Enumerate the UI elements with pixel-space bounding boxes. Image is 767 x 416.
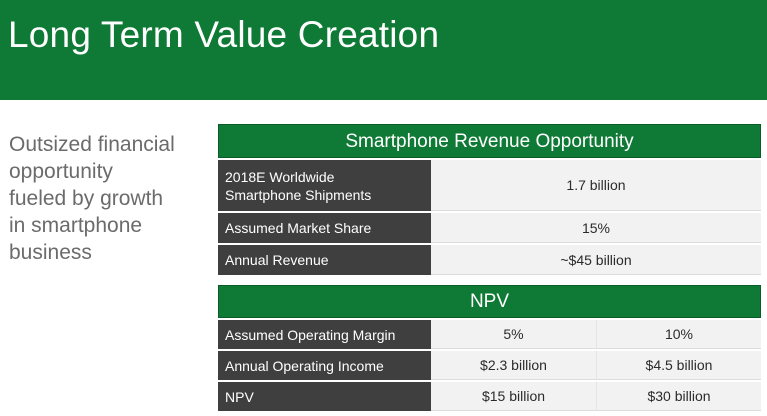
slide-title: Long Term Value Creation <box>8 14 440 55</box>
table-row: Annual Revenue ~$45 billion <box>218 243 761 275</box>
revenue-opportunity-table: Smartphone Revenue Opportunity 2018E Wor… <box>218 124 761 275</box>
table-heading: Smartphone Revenue Opportunity <box>218 124 761 158</box>
row-label: Assumed Operating Margin <box>218 320 431 349</box>
row-label-line: Annual Revenue <box>225 252 329 268</box>
row-value: 1.7 billion <box>431 160 761 211</box>
subtitle-line: opportunity <box>9 160 113 183</box>
row-label: Annual Revenue <box>218 245 431 275</box>
subtitle-line: business <box>9 241 92 264</box>
table-row: Annual Operating Income $2.3 billion $4.… <box>218 349 761 380</box>
row-value-low: $15 billion <box>431 382 596 411</box>
row-label: NPV <box>218 382 431 411</box>
slide-subtitle: Outsized financial opportunity fueled by… <box>9 131 209 266</box>
table-row: Assumed Market Share 15% <box>218 211 761 243</box>
row-label-line: 2018E Worldwide <box>225 168 335 185</box>
row-label: 2018E Worldwide Smartphone Shipments <box>218 160 431 211</box>
row-value-high: $30 billion <box>596 382 761 411</box>
row-value-high: $4.5 billion <box>596 351 761 380</box>
row-label: Assumed Market Share <box>218 213 431 243</box>
npv-table: NPV Assumed Operating Margin 5% 10% Annu… <box>218 285 761 411</box>
title-banner: Long Term Value Creation <box>0 0 767 100</box>
row-value-low: $2.3 billion <box>431 351 596 380</box>
table-heading: NPV <box>218 285 761 318</box>
row-value: 15% <box>431 213 761 243</box>
row-value: ~$45 billion <box>431 245 761 275</box>
row-label-line: Assumed Market Share <box>225 220 372 236</box>
row-label: Annual Operating Income <box>218 351 431 380</box>
subtitle-line: fueled by growth <box>9 187 164 210</box>
table-row: 2018E Worldwide Smartphone Shipments 1.7… <box>218 158 761 211</box>
row-value-high: 10% <box>596 320 761 349</box>
row-label-line: Smartphone Shipments <box>225 186 372 203</box>
table-row: NPV $15 billion $30 billion <box>218 380 761 411</box>
subtitle-line: Outsized financial <box>9 133 175 156</box>
table-row: Assumed Operating Margin 5% 10% <box>218 318 761 349</box>
subtitle-line: in smartphone <box>9 214 143 237</box>
row-value-low: 5% <box>431 320 596 349</box>
